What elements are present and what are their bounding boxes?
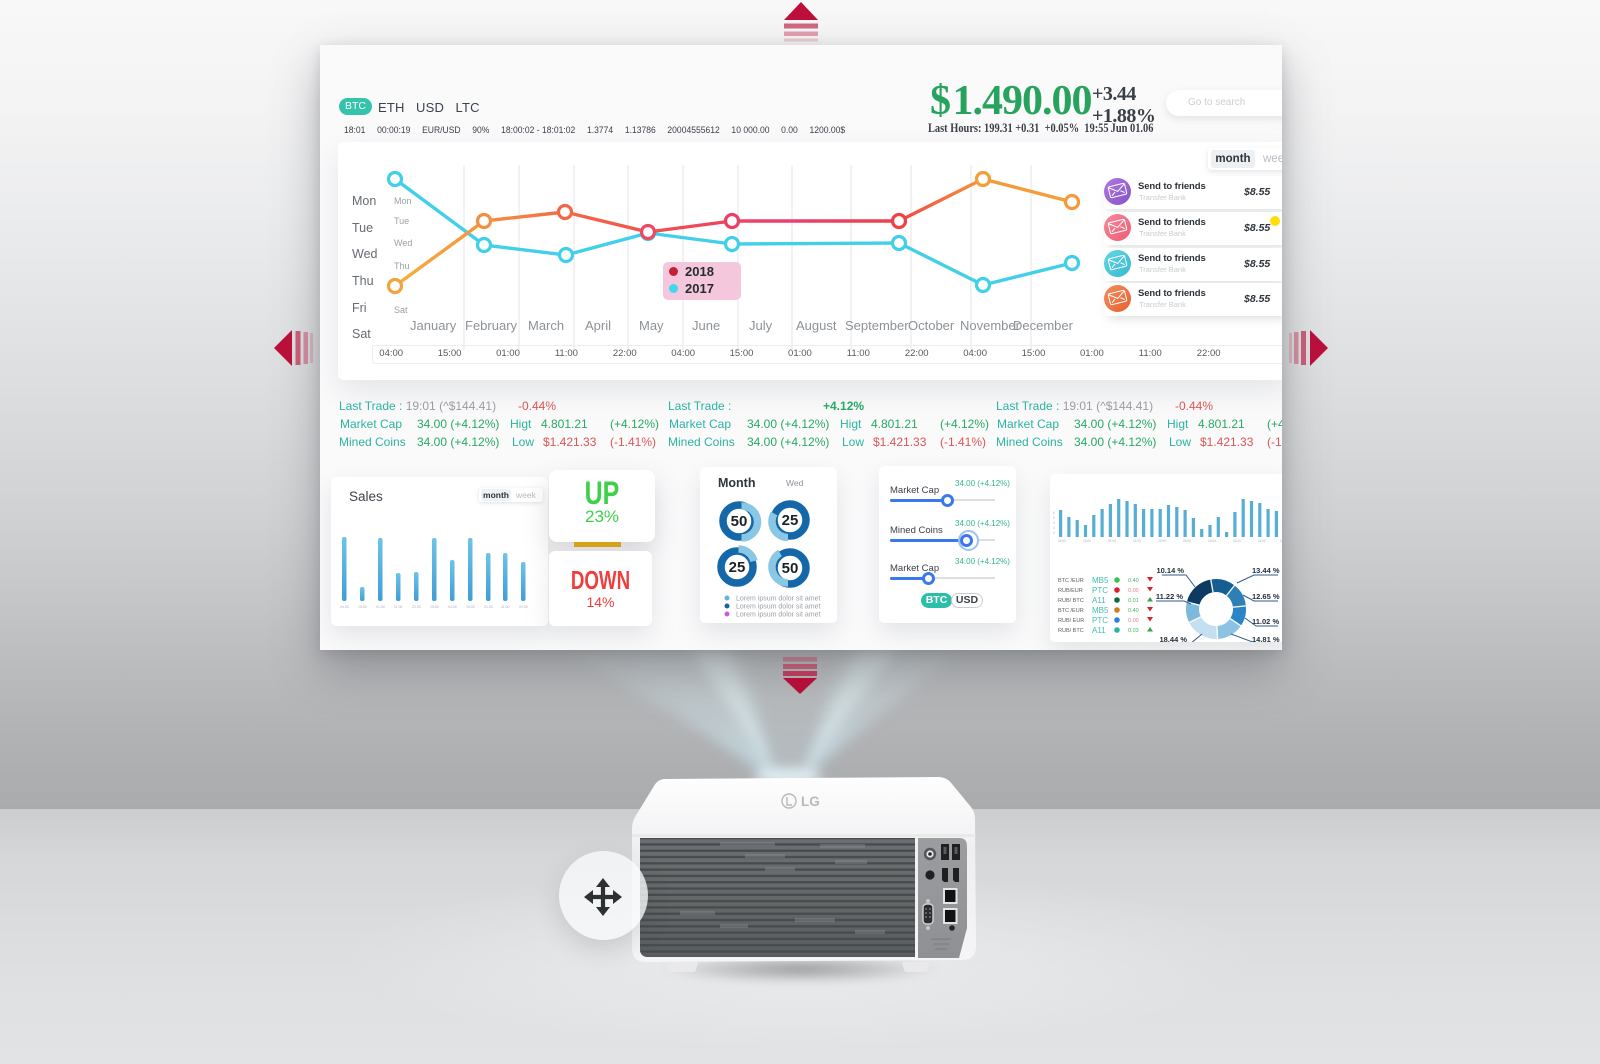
svg-text:Lorem ipsum dolor sit amet: Lorem ipsum dolor sit amet bbox=[736, 604, 820, 611]
svg-text:5: 5 bbox=[1053, 516, 1055, 520]
svg-text:22:00: 22:00 bbox=[519, 605, 528, 609]
svg-text:BTC /EUR: BTC /EUR bbox=[1058, 608, 1084, 614]
svg-text:14.81 %: 14.81 % bbox=[1252, 635, 1280, 642]
svg-text:0.40: 0.40 bbox=[1128, 578, 1139, 584]
svg-text:11:00: 11:00 bbox=[394, 605, 403, 609]
svg-text:01:00: 01:00 bbox=[484, 605, 493, 609]
svg-text:22:00: 22:00 bbox=[1158, 539, 1166, 543]
svg-text:4: 4 bbox=[1053, 521, 1055, 525]
svg-text:PTC: PTC bbox=[1092, 616, 1108, 625]
svg-text:0.40: 0.40 bbox=[1128, 608, 1139, 614]
svg-text:15:00: 15:00 bbox=[1208, 539, 1216, 543]
svg-text:15:00: 15:00 bbox=[466, 605, 475, 609]
svg-text:RUB/ BTC: RUB/ BTC bbox=[1058, 628, 1084, 634]
svg-text:04:00: 04:00 bbox=[1183, 539, 1191, 543]
svg-text:13.44 %: 13.44 % bbox=[1252, 566, 1280, 575]
svg-text:RUB/ BTC: RUB/ BTC bbox=[1058, 598, 1084, 604]
svg-text:0.00: 0.00 bbox=[1128, 618, 1139, 624]
svg-text:22:00: 22:00 bbox=[412, 605, 421, 609]
svg-text:15:00: 15:00 bbox=[430, 605, 439, 609]
svg-text:25: 25 bbox=[729, 559, 746, 576]
svg-text:04:00: 04:00 bbox=[448, 605, 457, 609]
svg-text:Lorem ipsum dolor sit amet: Lorem ipsum dolor sit amet bbox=[736, 596, 820, 603]
svg-text:50: 50 bbox=[731, 513, 748, 530]
svg-text:LG: LG bbox=[801, 794, 820, 809]
svg-text:11:00: 11:00 bbox=[1258, 539, 1266, 543]
svg-text:25: 25 bbox=[782, 512, 799, 529]
svg-text:04:00: 04:00 bbox=[340, 605, 349, 609]
svg-text:0.01: 0.01 bbox=[1128, 598, 1139, 604]
svg-text:2: 2 bbox=[1053, 531, 1055, 535]
svg-text:A11: A11 bbox=[1092, 626, 1106, 635]
svg-text:MB5: MB5 bbox=[1092, 606, 1109, 615]
svg-text:10.14 %: 10.14 % bbox=[1156, 566, 1184, 575]
svg-text:Lorem ipsum dolor sit amet: Lorem ipsum dolor sit amet bbox=[736, 612, 820, 619]
svg-text:11.02 %: 11.02 % bbox=[1252, 617, 1279, 626]
svg-text:PTC: PTC bbox=[1092, 586, 1108, 595]
svg-text:04:00: 04:00 bbox=[1058, 539, 1066, 543]
svg-text:11.22 %: 11.22 % bbox=[1156, 592, 1183, 601]
svg-text:15:00: 15:00 bbox=[1083, 539, 1091, 543]
svg-text:BTC /EUR: BTC /EUR bbox=[1058, 578, 1084, 584]
svg-text:01:00: 01:00 bbox=[376, 605, 385, 609]
svg-text:RUB/EUR: RUB/EUR bbox=[1058, 588, 1083, 594]
svg-text:6: 6 bbox=[1053, 511, 1055, 515]
svg-text:15:00: 15:00 bbox=[358, 605, 367, 609]
svg-text:01:00: 01:00 bbox=[1233, 539, 1241, 543]
svg-text:3: 3 bbox=[1053, 526, 1055, 530]
svg-text:11:00: 11:00 bbox=[501, 605, 510, 609]
svg-text:RUB/ EUR: RUB/ EUR bbox=[1058, 618, 1084, 624]
svg-text:01:00: 01:00 bbox=[1108, 539, 1116, 543]
svg-text:0.03: 0.03 bbox=[1128, 628, 1139, 634]
svg-text:50: 50 bbox=[782, 560, 799, 577]
svg-text:A11: A11 bbox=[1092, 596, 1106, 605]
svg-text:11:00: 11:00 bbox=[1133, 539, 1141, 543]
svg-text:12.65 %: 12.65 % bbox=[1252, 592, 1280, 601]
svg-text:0.00: 0.00 bbox=[1128, 588, 1139, 594]
svg-text:18.44 %: 18.44 % bbox=[1159, 635, 1187, 642]
svg-text:MB5: MB5 bbox=[1092, 576, 1109, 585]
svg-text:22:00: 22:00 bbox=[1280, 539, 1282, 543]
